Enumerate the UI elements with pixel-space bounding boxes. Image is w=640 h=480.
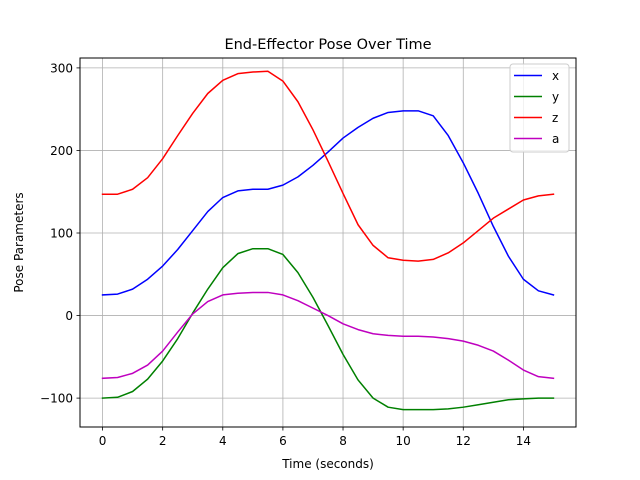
- x-tick-label: 8: [339, 434, 347, 448]
- y-axis-title: Pose Parameters: [12, 192, 26, 292]
- series-lines: [101, 70, 555, 411]
- y-tick-label: 100: [50, 227, 73, 241]
- y-tick-label: 300: [50, 61, 73, 75]
- x-tick-label: 12: [456, 434, 471, 448]
- series-line-a: [101, 291, 555, 380]
- legend-label-a: a: [552, 132, 559, 146]
- chart-title: End-Effector Pose Over Time: [224, 37, 431, 53]
- x-tick-label: 14: [516, 434, 531, 448]
- x-tick-label: 10: [396, 434, 411, 448]
- y-tick-label: 200: [50, 144, 73, 158]
- x-tick-label: 0: [99, 434, 107, 448]
- legend-label-y: y: [552, 90, 559, 104]
- legend-label-z: z: [552, 111, 558, 125]
- x-tick-label: 2: [159, 434, 167, 448]
- x-axis-title: Time (seconds): [281, 457, 374, 471]
- legend-box: [509, 63, 570, 153]
- y-tick-label: −100: [40, 392, 73, 406]
- legend-label-x: x: [552, 69, 559, 83]
- series-line-x: [101, 110, 555, 296]
- x-tick-label: 6: [279, 434, 287, 448]
- axis-ticks: 0 2 4 6 8 10 12 14 −100 0 100 200 300: [40, 61, 531, 448]
- plot-frame: [79, 57, 577, 428]
- x-tick-label: 4: [219, 434, 227, 448]
- series-line-z: [101, 70, 555, 262]
- series-line-y: [101, 247, 555, 411]
- y-tick-label: 0: [65, 309, 73, 323]
